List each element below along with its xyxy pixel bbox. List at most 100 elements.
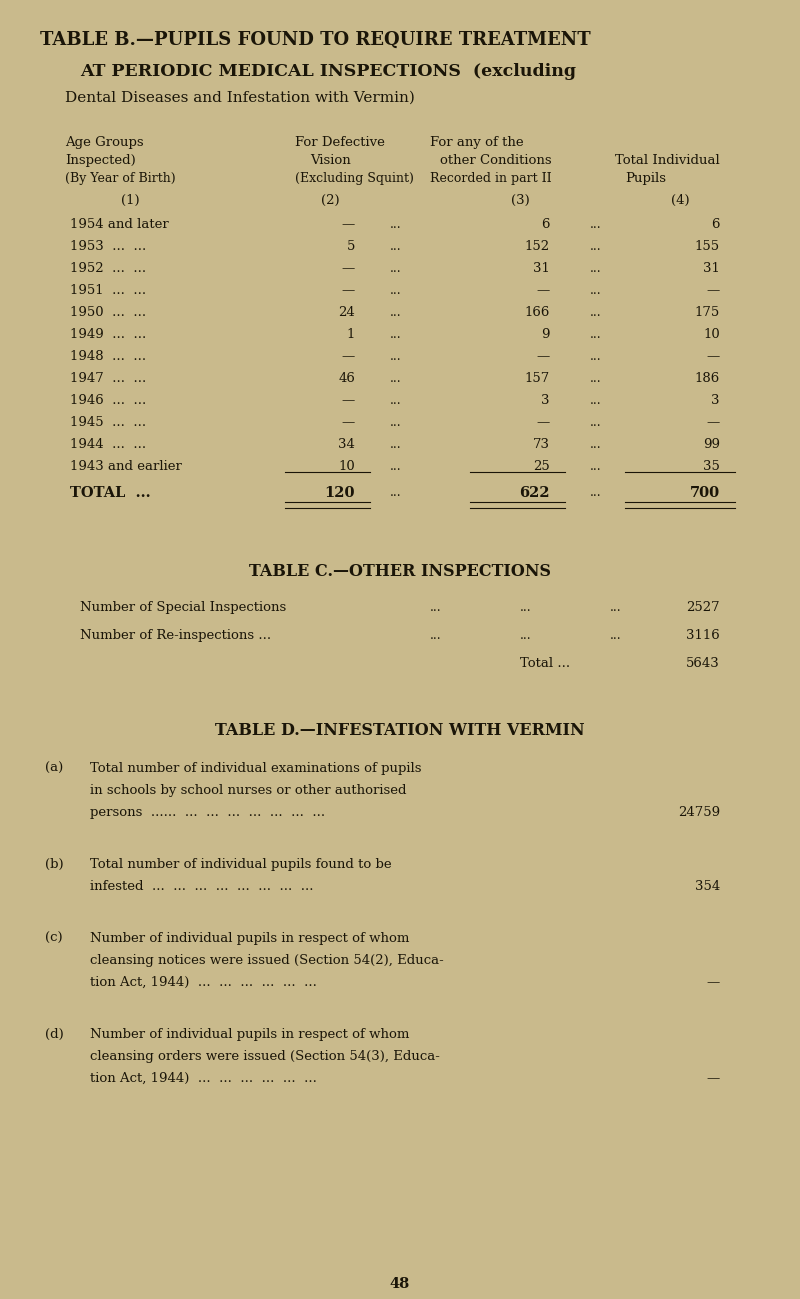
Text: 35: 35	[703, 460, 720, 473]
Text: ...: ...	[390, 284, 402, 297]
Text: —: —	[537, 284, 550, 297]
Text: 152: 152	[525, 240, 550, 253]
Text: 48: 48	[390, 1277, 410, 1291]
Text: ...: ...	[590, 307, 602, 320]
Text: Pupils: Pupils	[625, 171, 666, 184]
Text: ...: ...	[390, 262, 402, 275]
Text: Number of individual pupils in respect of whom: Number of individual pupils in respect o…	[90, 1028, 410, 1040]
Text: —: —	[706, 1072, 720, 1085]
Text: (b): (b)	[45, 859, 64, 872]
Text: (3): (3)	[510, 194, 530, 207]
Text: in schools by school nurses or other authorised: in schools by school nurses or other aut…	[90, 785, 406, 798]
Text: 186: 186	[694, 372, 720, 385]
Text: 1950  ...  ...: 1950 ... ...	[70, 307, 146, 320]
Text: ...: ...	[590, 329, 602, 342]
Text: 10: 10	[703, 329, 720, 342]
Text: ...: ...	[390, 349, 402, 362]
Text: For Defective: For Defective	[295, 136, 385, 149]
Text: ...: ...	[390, 486, 402, 499]
Text: —: —	[706, 349, 720, 362]
Text: TABLE D.—INFESTATION WITH VERMIN: TABLE D.—INFESTATION WITH VERMIN	[215, 722, 585, 739]
Text: 166: 166	[525, 307, 550, 320]
Text: —: —	[537, 349, 550, 362]
Text: ...: ...	[590, 240, 602, 253]
Text: 3: 3	[711, 394, 720, 407]
Text: ...: ...	[390, 329, 402, 342]
Text: Vision: Vision	[310, 155, 350, 168]
Text: 354: 354	[694, 879, 720, 892]
Text: ...: ...	[390, 240, 402, 253]
Text: 1946  ...  ...: 1946 ... ...	[70, 394, 146, 407]
Text: other Conditions: other Conditions	[440, 155, 552, 168]
Text: (d): (d)	[45, 1028, 64, 1040]
Text: ...: ...	[590, 438, 602, 451]
Text: 1945  ...  ...: 1945 ... ...	[70, 416, 146, 429]
Text: tion Act, 1944)  ...  ...  ...  ...  ...  ...: tion Act, 1944) ... ... ... ... ... ...	[90, 976, 317, 989]
Text: ...: ...	[390, 372, 402, 385]
Text: 1949  ...  ...: 1949 ... ...	[70, 329, 146, 342]
Text: ...: ...	[520, 629, 532, 642]
Text: 99: 99	[703, 438, 720, 451]
Text: Inspected): Inspected)	[65, 155, 136, 168]
Text: ...: ...	[590, 218, 602, 231]
Text: persons  ......  ...  ...  ...  ...  ...  ...  ...: persons ...... ... ... ... ... ... ... .…	[90, 805, 325, 818]
Text: ...: ...	[590, 284, 602, 297]
Text: 5: 5	[346, 240, 355, 253]
Text: cleansing notices were issued (Section 54(2), Educa-: cleansing notices were issued (Section 5…	[90, 953, 444, 966]
Text: 1: 1	[346, 329, 355, 342]
Text: ...: ...	[390, 394, 402, 407]
Text: 24: 24	[338, 307, 355, 320]
Text: (By Year of Birth): (By Year of Birth)	[65, 171, 176, 184]
Text: 2527: 2527	[686, 601, 720, 614]
Text: (4): (4)	[670, 194, 690, 207]
Text: 1944  ...  ...: 1944 ... ...	[70, 438, 146, 451]
Text: Age Groups: Age Groups	[65, 136, 144, 149]
Text: Total number of individual pupils found to be: Total number of individual pupils found …	[90, 859, 392, 872]
Text: —: —	[342, 218, 355, 231]
Text: ...: ...	[390, 460, 402, 473]
Text: 3: 3	[542, 394, 550, 407]
Text: ...: ...	[390, 307, 402, 320]
Text: ...: ...	[590, 486, 602, 499]
Text: ...: ...	[390, 416, 402, 429]
Text: 1951  ...  ...: 1951 ... ...	[70, 284, 146, 297]
Text: ...: ...	[390, 218, 402, 231]
Text: ...: ...	[520, 601, 532, 614]
Text: —: —	[342, 416, 355, 429]
Text: (a): (a)	[45, 763, 63, 776]
Text: Total number of individual examinations of pupils: Total number of individual examinations …	[90, 763, 422, 776]
Text: 5643: 5643	[686, 657, 720, 670]
Text: —: —	[537, 416, 550, 429]
Text: infested  ...  ...  ...  ...  ...  ...  ...  ...: infested ... ... ... ... ... ... ... ...	[90, 879, 314, 892]
Text: 24759: 24759	[678, 805, 720, 818]
Text: ...: ...	[610, 629, 622, 642]
Text: tion Act, 1944)  ...  ...  ...  ...  ...  ...: tion Act, 1944) ... ... ... ... ... ...	[90, 1072, 317, 1085]
Text: ...: ...	[590, 349, 602, 362]
Text: ...: ...	[590, 460, 602, 473]
Text: ...: ...	[390, 438, 402, 451]
Text: ...: ...	[590, 394, 602, 407]
Text: ...: ...	[590, 416, 602, 429]
Text: TOTAL  ...: TOTAL ...	[70, 486, 150, 500]
Text: 6: 6	[711, 218, 720, 231]
Text: 3116: 3116	[686, 629, 720, 642]
Text: 120: 120	[325, 486, 355, 500]
Text: (c): (c)	[45, 931, 62, 944]
Text: TABLE C.—OTHER INSPECTIONS: TABLE C.—OTHER INSPECTIONS	[249, 562, 551, 579]
Text: 155: 155	[695, 240, 720, 253]
Text: 700: 700	[690, 486, 720, 500]
Text: 46: 46	[338, 372, 355, 385]
Text: 1954 and later: 1954 and later	[70, 218, 169, 231]
Text: TABLE B.—PUPILS FOUND TO REQUIRE TREATMENT: TABLE B.—PUPILS FOUND TO REQUIRE TREATME…	[40, 31, 590, 49]
Text: ...: ...	[610, 601, 622, 614]
Text: Number of Special Inspections: Number of Special Inspections	[80, 601, 286, 614]
Text: 157: 157	[525, 372, 550, 385]
Text: 34: 34	[338, 438, 355, 451]
Text: AT PERIODIC MEDICAL INSPECTIONS  (excluding: AT PERIODIC MEDICAL INSPECTIONS (excludi…	[80, 62, 576, 81]
Text: 1953  ...  ...: 1953 ... ...	[70, 240, 146, 253]
Text: 73: 73	[533, 438, 550, 451]
Text: For any of the: For any of the	[430, 136, 524, 149]
Text: —: —	[342, 284, 355, 297]
Text: —: —	[706, 416, 720, 429]
Text: (1): (1)	[121, 194, 139, 207]
